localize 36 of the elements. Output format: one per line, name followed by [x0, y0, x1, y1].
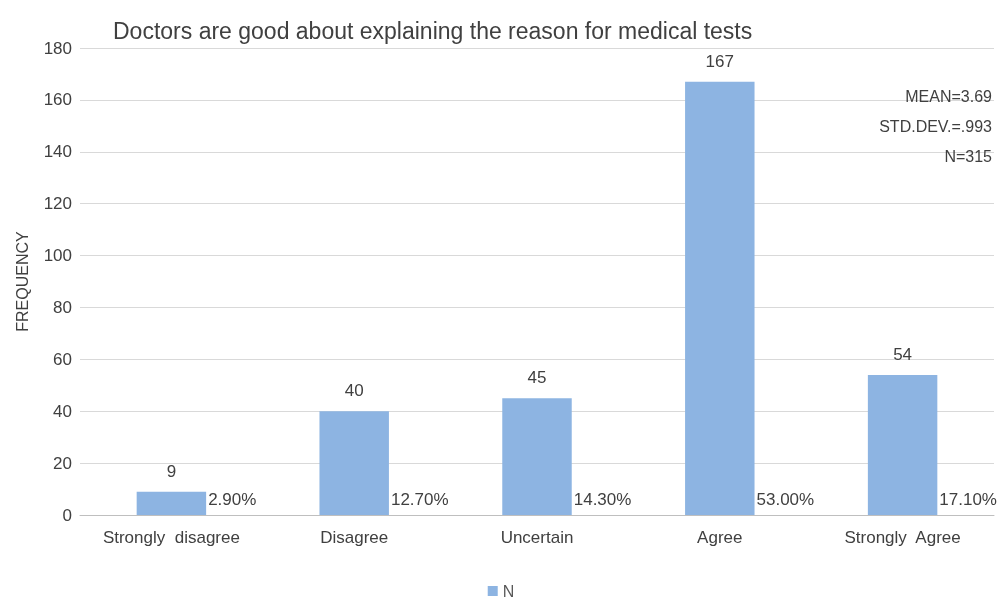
bar: [867, 374, 938, 515]
chart-title: Doctors are good about explaining the reason for medical tests: [113, 17, 753, 44]
bar: [136, 491, 207, 515]
y-tick-label: 120: [43, 194, 72, 214]
annotation: MEAN=3.69: [905, 87, 993, 105]
y-tick-label: 20: [53, 453, 72, 473]
data-label: 45: [527, 368, 547, 388]
y-tick-label: 60: [53, 349, 72, 369]
annotation: 14.30%: [573, 490, 632, 509]
annotation: N=315: [944, 147, 993, 165]
data-label: 40: [344, 381, 364, 401]
data-label: 54: [893, 344, 913, 364]
y-tick-label: 100: [43, 246, 72, 266]
x-tick-label: Strongly disagree: [102, 528, 240, 547]
x-tick-label: Agree: [697, 528, 743, 547]
data-label: 167: [705, 51, 734, 71]
bar: [319, 411, 389, 515]
y-axis-title: FREQUENCY: [13, 230, 31, 332]
annotation: 2.90%: [208, 490, 257, 509]
annotation: STD.DEV.=.993: [879, 117, 993, 135]
bar: [685, 81, 755, 515]
x-tick-label: Disagree: [320, 528, 389, 547]
annotation: 17.10%: [939, 490, 997, 509]
annotation: 53.00%: [756, 490, 815, 509]
y-tick-label: 140: [43, 142, 72, 162]
bar: [502, 398, 572, 515]
y-tick-label: 40: [53, 401, 72, 421]
x-tick-label: Uncertain: [500, 528, 574, 547]
y-tick-label: 0: [62, 505, 72, 525]
x-tick-label: Strongly Agree: [844, 528, 961, 547]
y-tick-label: 180: [43, 38, 72, 58]
y-tick-label: 80: [53, 297, 72, 317]
y-tick-label: 160: [43, 90, 72, 110]
legend-label: N: [502, 582, 515, 600]
annotation: 12.70%: [390, 490, 449, 509]
data-label: 9: [166, 461, 177, 481]
